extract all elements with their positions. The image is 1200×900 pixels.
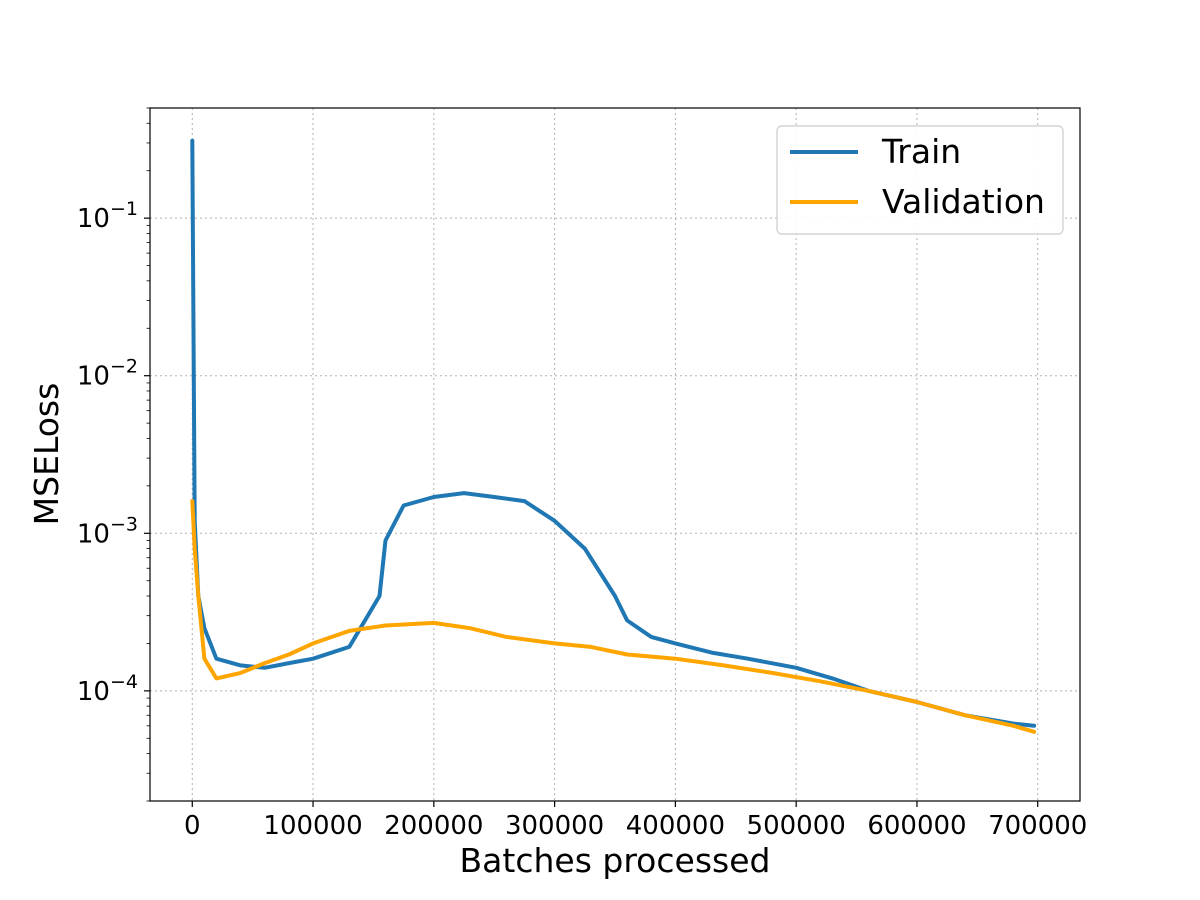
legend: Train Validation [776,125,1064,235]
x-tick-label: 700000 [988,811,1087,841]
y-axis-ticks: 10−4 10−3 10−2 10−1 [77,107,150,802]
y-axis-label: MSELoss [27,383,66,526]
series-line-train [190,138,1037,728]
x-axis-label: Batches processed [460,841,771,880]
x-tick-label: 0 [184,811,201,841]
x-tick-label: 300000 [505,811,604,841]
y-tick-label: 10−1 [77,198,138,234]
plot-frame [149,107,1081,802]
y-tick-label: 10−2 [77,356,138,392]
x-tick-label: 500000 [747,811,846,841]
series-line-validation [190,499,1037,734]
y-tick-label: 10−4 [77,671,138,707]
series-lines [190,138,1037,734]
x-tick-label: 400000 [626,811,725,841]
x-tick-label: 100000 [263,811,362,841]
legend-label-train: Train [881,132,961,171]
y-tick-label: 10−3 [77,513,138,549]
x-axis-ticks: 0 100000 200000 300000 400000 500000 600000 700… [184,801,1087,841]
x-tick-label: 200000 [384,811,483,841]
legend-label-validation: Validation [882,182,1045,221]
x-tick-label: 600000 [867,811,966,841]
